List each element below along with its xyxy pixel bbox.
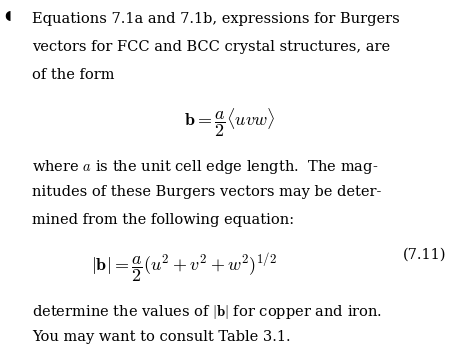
Text: of the form: of the form xyxy=(32,68,114,82)
Text: You may want to consult Table 3.1.: You may want to consult Table 3.1. xyxy=(32,330,290,344)
Text: (7.11): (7.11) xyxy=(402,248,445,262)
Text: where $a$ is the unit cell edge length.  The mag-: where $a$ is the unit cell edge length. … xyxy=(32,158,378,176)
Text: nitudes of these Burgers vectors may be deter-: nitudes of these Burgers vectors may be … xyxy=(32,185,381,199)
Text: vectors for FCC and BCC crystal structures, are: vectors for FCC and BCC crystal structur… xyxy=(32,40,390,54)
Text: $|\mathbf{b}| = \dfrac{a}{2}(u^2 + v^2 + w^2)^{1/2}$: $|\mathbf{b}| = \dfrac{a}{2}(u^2 + v^2 +… xyxy=(91,251,276,286)
Text: determine the values of $|\mathbf{b}|$ for copper and iron.: determine the values of $|\mathbf{b}|$ f… xyxy=(32,303,381,321)
Text: Equations 7.1a and 7.1b, expressions for Burgers: Equations 7.1a and 7.1b, expressions for… xyxy=(32,12,399,27)
Text: $\mathbf{b} = \dfrac{a}{2}\langle uvw \rangle$: $\mathbf{b} = \dfrac{a}{2}\langle uvw \r… xyxy=(184,106,275,139)
Text: ◖: ◖ xyxy=(5,9,11,22)
Text: mined from the following equation:: mined from the following equation: xyxy=(32,213,294,227)
